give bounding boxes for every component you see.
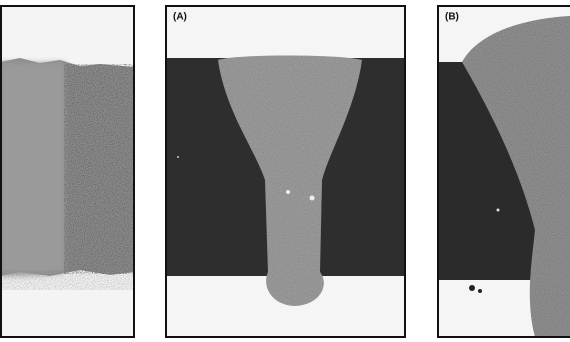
left-micrograph: [0, 6, 134, 337]
panel-frame: [437, 5, 570, 338]
panel-label: (B): [445, 12, 459, 23]
panel-label: (A): [173, 12, 187, 23]
panel-frame: [0, 5, 135, 338]
micrograph-a: [166, 6, 405, 337]
micrograph-b: [438, 6, 570, 337]
panel-frame: [165, 5, 406, 338]
